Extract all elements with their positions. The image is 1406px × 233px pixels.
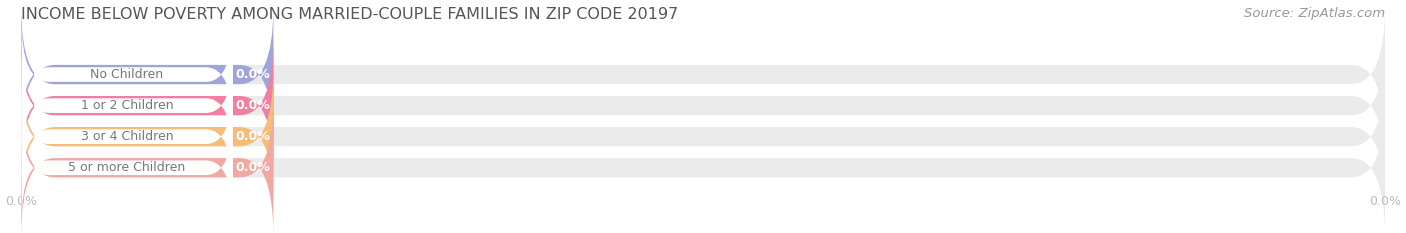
Text: 5 or more Children: 5 or more Children bbox=[69, 161, 186, 174]
FancyBboxPatch shape bbox=[21, 113, 233, 223]
FancyBboxPatch shape bbox=[21, 100, 273, 233]
FancyBboxPatch shape bbox=[21, 20, 233, 129]
Text: 3 or 4 Children: 3 or 4 Children bbox=[80, 130, 173, 143]
Text: 1 or 2 Children: 1 or 2 Children bbox=[80, 99, 173, 112]
Text: 0.0%: 0.0% bbox=[236, 130, 270, 143]
FancyBboxPatch shape bbox=[21, 82, 233, 192]
FancyBboxPatch shape bbox=[21, 100, 1385, 233]
Text: No Children: No Children bbox=[90, 68, 163, 81]
FancyBboxPatch shape bbox=[21, 51, 233, 161]
Text: Source: ZipAtlas.com: Source: ZipAtlas.com bbox=[1244, 7, 1385, 20]
FancyBboxPatch shape bbox=[21, 38, 273, 174]
Text: INCOME BELOW POVERTY AMONG MARRIED-COUPLE FAMILIES IN ZIP CODE 20197: INCOME BELOW POVERTY AMONG MARRIED-COUPL… bbox=[21, 7, 678, 22]
Text: 0.0%: 0.0% bbox=[236, 161, 270, 174]
FancyBboxPatch shape bbox=[21, 69, 273, 205]
FancyBboxPatch shape bbox=[21, 7, 273, 143]
FancyBboxPatch shape bbox=[21, 69, 1385, 205]
FancyBboxPatch shape bbox=[21, 7, 1385, 143]
Text: 0.0%: 0.0% bbox=[236, 99, 270, 112]
Text: 0.0%: 0.0% bbox=[236, 68, 270, 81]
FancyBboxPatch shape bbox=[21, 38, 1385, 174]
